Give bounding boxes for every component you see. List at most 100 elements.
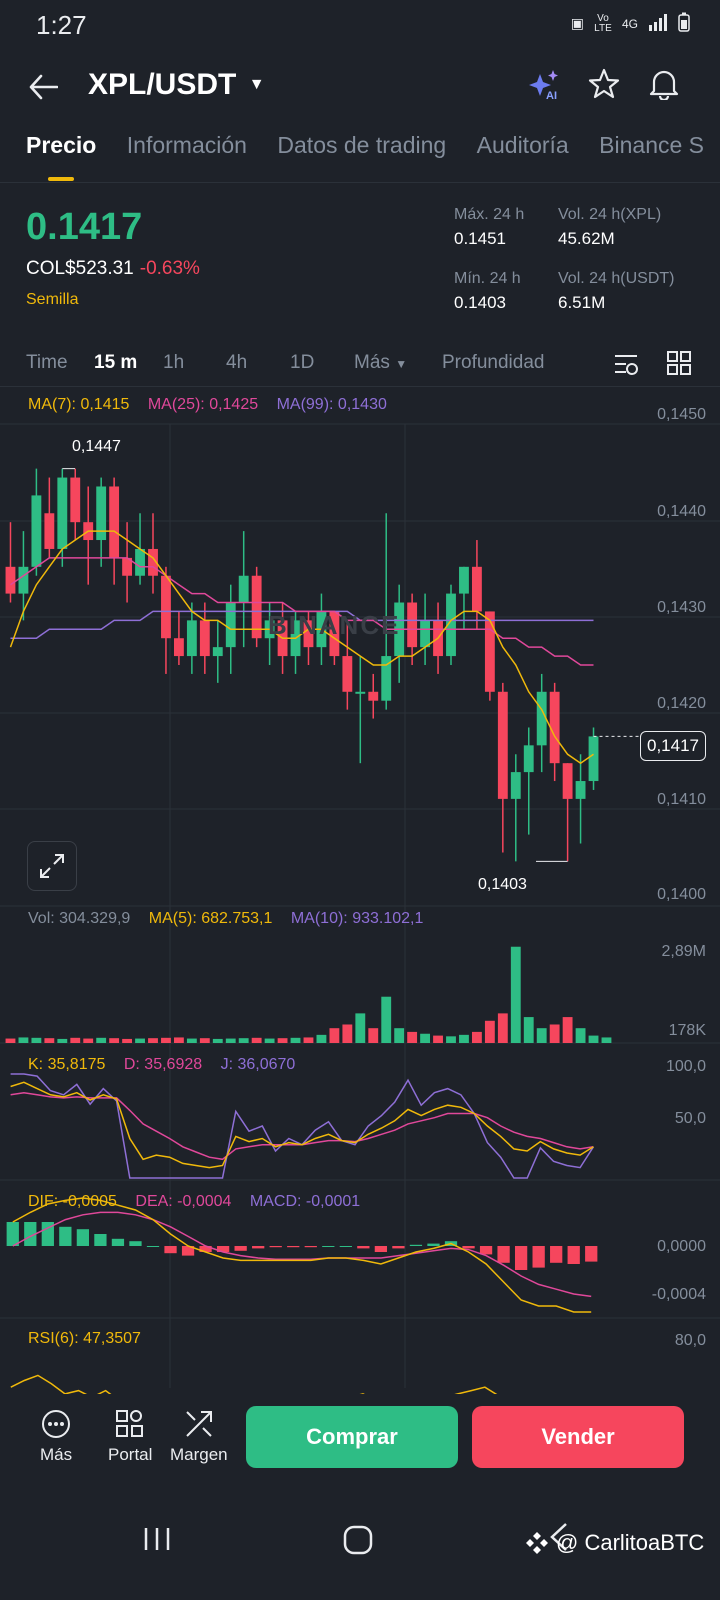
volume-bar: [5, 1038, 16, 1043]
vol-base-value: 45.62M: [558, 229, 615, 248]
candle-body: [109, 486, 120, 558]
bottom-action-bar: Más Portal Margen Comprar Vender: [0, 1394, 720, 1504]
vol-quote-label: Vol. 24 h(USDT): [558, 270, 675, 287]
candle-body: [562, 763, 573, 799]
low-label: Mín. 24 h: [454, 270, 521, 287]
macd-histogram-bar: [6, 1222, 19, 1246]
candle-body: [329, 611, 340, 657]
volume-bar: [199, 1038, 210, 1043]
chart-settings-icon[interactable]: [612, 350, 640, 383]
tab-info[interactable]: Información: [126, 132, 247, 158]
kdj-d-line: [10, 1091, 594, 1161]
lock-icon: ▣: [570, 15, 584, 31]
candle-body: [471, 566, 482, 612]
sell-button[interactable]: Vender: [472, 1406, 684, 1468]
chart-area[interactable]: MA(7): 0,1415 MA(25): 0,1425 MA(99): 0,1…: [0, 388, 720, 1394]
price-tick: 0,1430: [657, 599, 706, 616]
candle-body: [44, 513, 55, 549]
volume-bar: [96, 1037, 107, 1043]
volume-tick: 178K: [668, 1022, 706, 1039]
interval-15m[interactable]: 15 m: [94, 352, 138, 373]
macd-histogram-bar: [374, 1246, 388, 1252]
status-bar: 1:27 ▣ Vo LTE 4G: [0, 0, 720, 52]
signal-icon: [648, 13, 668, 34]
interval-more-label: Más: [354, 352, 390, 373]
macd-histogram-bar: [479, 1246, 493, 1255]
star-icon[interactable]: [588, 68, 620, 105]
candle-body: [122, 557, 133, 576]
seed-tag[interactable]: Semilla: [26, 291, 79, 308]
vol-base-label: Vol. 24 h(XPL): [558, 206, 662, 223]
vol-ma5-label: MA(5): 682.753,1: [148, 910, 273, 927]
volume-bar: [497, 1013, 508, 1043]
margin-button[interactable]: Margen: [170, 1408, 228, 1465]
tab-audit[interactable]: Auditoría: [476, 132, 569, 158]
pair-title: XPL/USDT: [88, 68, 237, 101]
vol-label: Vol: 304.329,9: [28, 910, 131, 927]
macd-histogram-bar: [94, 1234, 107, 1246]
margin-label: Margen: [170, 1445, 228, 1464]
kdj-tick: 50,0: [674, 1110, 706, 1127]
interval-4h[interactable]: 4h: [226, 352, 248, 373]
more-dots-icon: [42, 1410, 71, 1438]
recents-icon[interactable]: [142, 1524, 172, 1559]
volume-bar: [251, 1037, 262, 1043]
macd-histogram-bar: [532, 1246, 545, 1268]
volume-bar: [212, 1038, 223, 1043]
battery-icon: [678, 12, 690, 35]
macd-histogram-bar: [357, 1246, 370, 1249]
volume-bar: [57, 1038, 68, 1043]
candle-body: [173, 638, 184, 657]
candle-body: [96, 486, 107, 541]
back-arrow-icon[interactable]: [28, 74, 59, 105]
volume-bar: [510, 946, 521, 1043]
candle-body: [459, 566, 469, 594]
ai-sparkle-icon[interactable]: AI: [528, 68, 562, 107]
interval-depth[interactable]: Profundidad: [442, 352, 545, 373]
macd-tick: -0,0004: [651, 1286, 706, 1303]
candle-body: [5, 566, 16, 594]
volume-bar: [225, 1038, 236, 1043]
fiat-price: COL$523.31: [26, 258, 134, 279]
more-button[interactable]: Más: [40, 1408, 72, 1465]
grid-layout-icon[interactable]: [666, 350, 692, 381]
kdj-tick: 100,0: [665, 1058, 706, 1075]
interval-1h[interactable]: 1h: [163, 352, 185, 373]
app-header: XPL/USDT ▼ AI: [0, 60, 720, 126]
expand-icon[interactable]: [27, 841, 77, 891]
macd-histogram-bar: [339, 1246, 352, 1247]
tab-binance-square[interactable]: Binance S: [599, 132, 705, 158]
vol-quote-24h: Vol. 24 h(USDT) 6.51M: [558, 270, 674, 313]
bell-icon[interactable]: [648, 68, 680, 105]
macd-histogram-bar: [146, 1246, 160, 1247]
tab-price[interactable]: Precio: [26, 132, 97, 181]
tab-trading-data[interactable]: Datos de trading: [277, 132, 447, 158]
back-nav-icon[interactable]: [548, 1522, 570, 1557]
candle-body: [31, 495, 42, 567]
macd-histogram-bar: [164, 1246, 177, 1254]
candle-body: [148, 548, 158, 576]
candle-body: [225, 602, 236, 648]
portal-button[interactable]: Portal: [108, 1408, 152, 1465]
ma7-line: [9, 530, 594, 765]
interval-1d[interactable]: 1D: [290, 352, 315, 373]
candle-body: [523, 745, 534, 773]
volume-bar: [238, 1038, 249, 1043]
macd-dif-label: DIF: -0,0005: [28, 1193, 117, 1210]
macd-histogram-bar: [76, 1229, 90, 1246]
macd-histogram-bar: [199, 1246, 212, 1252]
volume-bar: [109, 1038, 120, 1043]
macd-histogram-bar: [585, 1246, 598, 1262]
home-icon[interactable]: [342, 1524, 374, 1561]
interval-more[interactable]: Más ▼: [354, 352, 407, 374]
network-indicator: 4G: [621, 16, 638, 31]
macd-histogram-bar: [322, 1246, 335, 1247]
high-marker-label: 0,1447: [72, 438, 121, 455]
volume-bar: [186, 1038, 197, 1043]
buy-button[interactable]: Comprar: [246, 1406, 458, 1468]
status-time: 1:27: [36, 10, 87, 40]
tab-bar: Precio Información Datos de trading Audi…: [0, 126, 720, 183]
interval-time[interactable]: Time: [26, 352, 68, 373]
portal-label: Portal: [108, 1445, 153, 1464]
pair-selector[interactable]: XPL/USDT ▼: [88, 68, 265, 102]
